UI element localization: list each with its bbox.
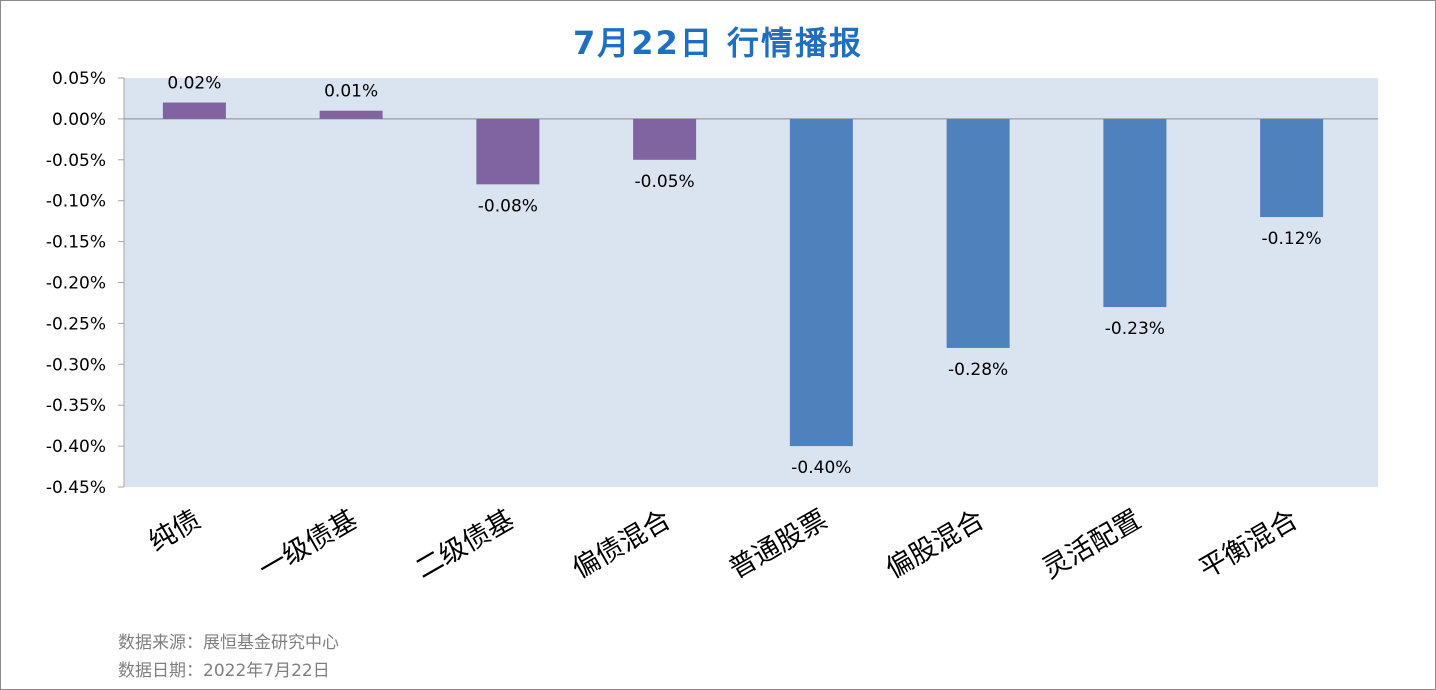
data-label: -0.08% bbox=[478, 196, 538, 216]
data-label: -0.40% bbox=[791, 458, 851, 478]
data-label: -0.05% bbox=[635, 172, 695, 192]
bar bbox=[946, 118, 1010, 348]
y-tick-label: 0.05% bbox=[52, 69, 106, 89]
y-tick-label: -0.05% bbox=[46, 151, 106, 171]
data-label: -0.28% bbox=[948, 360, 1008, 380]
plot-area bbox=[124, 78, 1378, 487]
category-label: 普通股票 bbox=[724, 504, 833, 585]
category-label: 灵活配置 bbox=[1037, 504, 1146, 585]
category-label: 平衡混合 bbox=[1194, 504, 1303, 585]
data-labels: 0.02% 0.01% -0.08% -0.05% -0.40% -0.28% -0.23%… bbox=[167, 74, 1321, 479]
y-tick-label: -0.40% bbox=[46, 437, 106, 457]
chart-title: 7月22日 行情播报 bbox=[573, 24, 863, 62]
y-tick-label: -0.30% bbox=[46, 355, 106, 375]
category-label: 纯债 bbox=[144, 504, 206, 558]
category-label: 一级债基 bbox=[254, 504, 363, 585]
bar bbox=[1103, 118, 1167, 308]
bar bbox=[789, 118, 853, 447]
category-label: 偏债混合 bbox=[567, 504, 676, 585]
y-tick-label: -0.15% bbox=[46, 233, 106, 253]
y-tick-label: -0.10% bbox=[46, 192, 106, 212]
y-tick-label: -0.25% bbox=[46, 314, 106, 334]
bars bbox=[162, 102, 1324, 447]
y-tick-label: -0.20% bbox=[46, 274, 106, 294]
data-label: -0.23% bbox=[1105, 319, 1165, 339]
data-label: 0.01% bbox=[324, 82, 378, 102]
bar bbox=[633, 118, 697, 160]
x-axis-labels: 纯债 一级债基 二级债基 偏债混合 普通股票 偏股混合 灵活配置 平衡混合 bbox=[144, 504, 1304, 585]
bar bbox=[319, 110, 383, 119]
category-label: 二级债基 bbox=[410, 504, 519, 585]
bar bbox=[476, 118, 540, 185]
y-tick-label: 0.00% bbox=[52, 110, 106, 130]
bar bbox=[162, 102, 226, 119]
y-tick-label: -0.45% bbox=[46, 478, 106, 498]
data-label: -0.12% bbox=[1262, 229, 1322, 249]
category-label: 偏股混合 bbox=[881, 504, 990, 585]
bar bbox=[1260, 118, 1324, 218]
data-date-note: 数据日期：2022年7月22日 bbox=[118, 661, 330, 681]
y-tick-label: -0.35% bbox=[46, 396, 106, 416]
data-source-note: 数据来源：展恒基金研究中心 bbox=[118, 633, 339, 653]
data-label: 0.02% bbox=[167, 74, 221, 94]
